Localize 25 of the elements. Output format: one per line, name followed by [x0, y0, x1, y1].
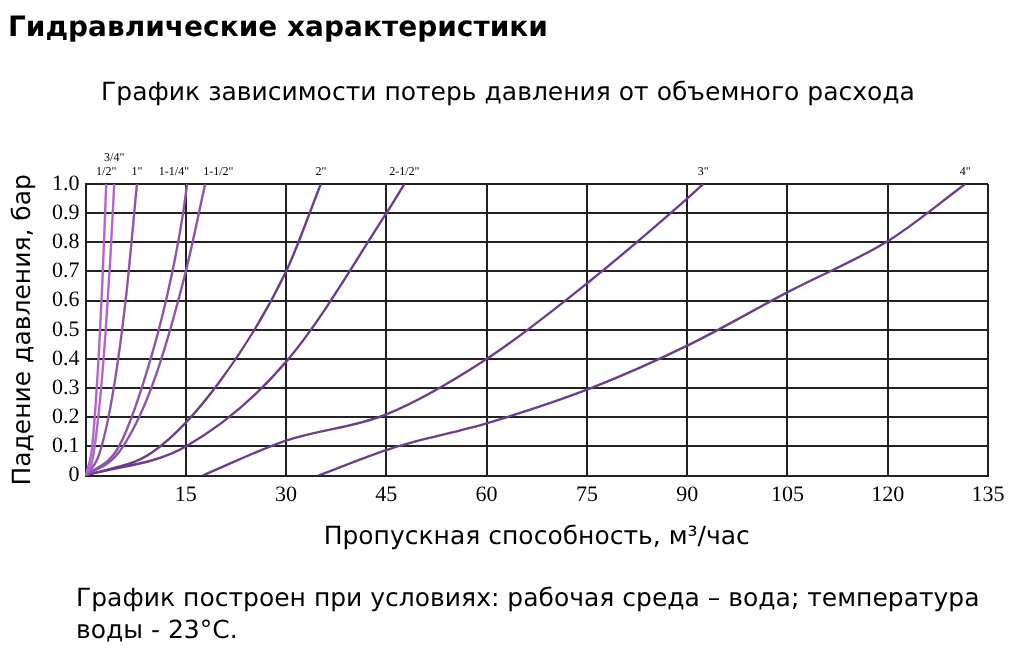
y-tick-label: 0.7 — [52, 259, 81, 284]
y-tick-label: 0 — [68, 463, 81, 488]
y-tick-label: 1.0 — [52, 171, 81, 196]
y-tick-label: 0.5 — [52, 317, 81, 342]
chart-subtitle: График зависимости потерь давления от объемного расхода — [99, 76, 917, 106]
y-tick-label: 0.8 — [52, 230, 81, 255]
x-tick-label: 30 — [275, 482, 299, 507]
text: График построен при условиях: рабочая среда – вода; температура воды - 23°C. — [76, 582, 982, 646]
y-tick-label: 0.2 — [52, 405, 80, 430]
x-tick-label: 75 — [575, 482, 599, 507]
y-tick-label: 0.9 — [52, 200, 81, 225]
y-tick-label: 0.1 — [52, 434, 80, 459]
y-tick-label: 0.6 — [52, 288, 81, 313]
x-axis-title: Пропускная способность, м³/час — [323, 519, 751, 550]
y-tick-label: 0.4 — [52, 346, 81, 371]
x-tick-label: 15 — [174, 482, 198, 507]
chart-title: Гидравлические характеристики — [8, 12, 548, 44]
x-tick-label: 105 — [770, 482, 805, 507]
x-tick-label: 135 — [971, 482, 1006, 507]
x-tick-label: 90 — [676, 482, 700, 507]
x-tick-label: 60 — [475, 482, 499, 507]
x-tick-label: 45 — [375, 482, 399, 507]
x-tick-label: 120 — [871, 482, 906, 507]
y-axis-title: Падение давления, бар — [5, 173, 36, 486]
y-tick-label: 0.3 — [52, 375, 81, 400]
